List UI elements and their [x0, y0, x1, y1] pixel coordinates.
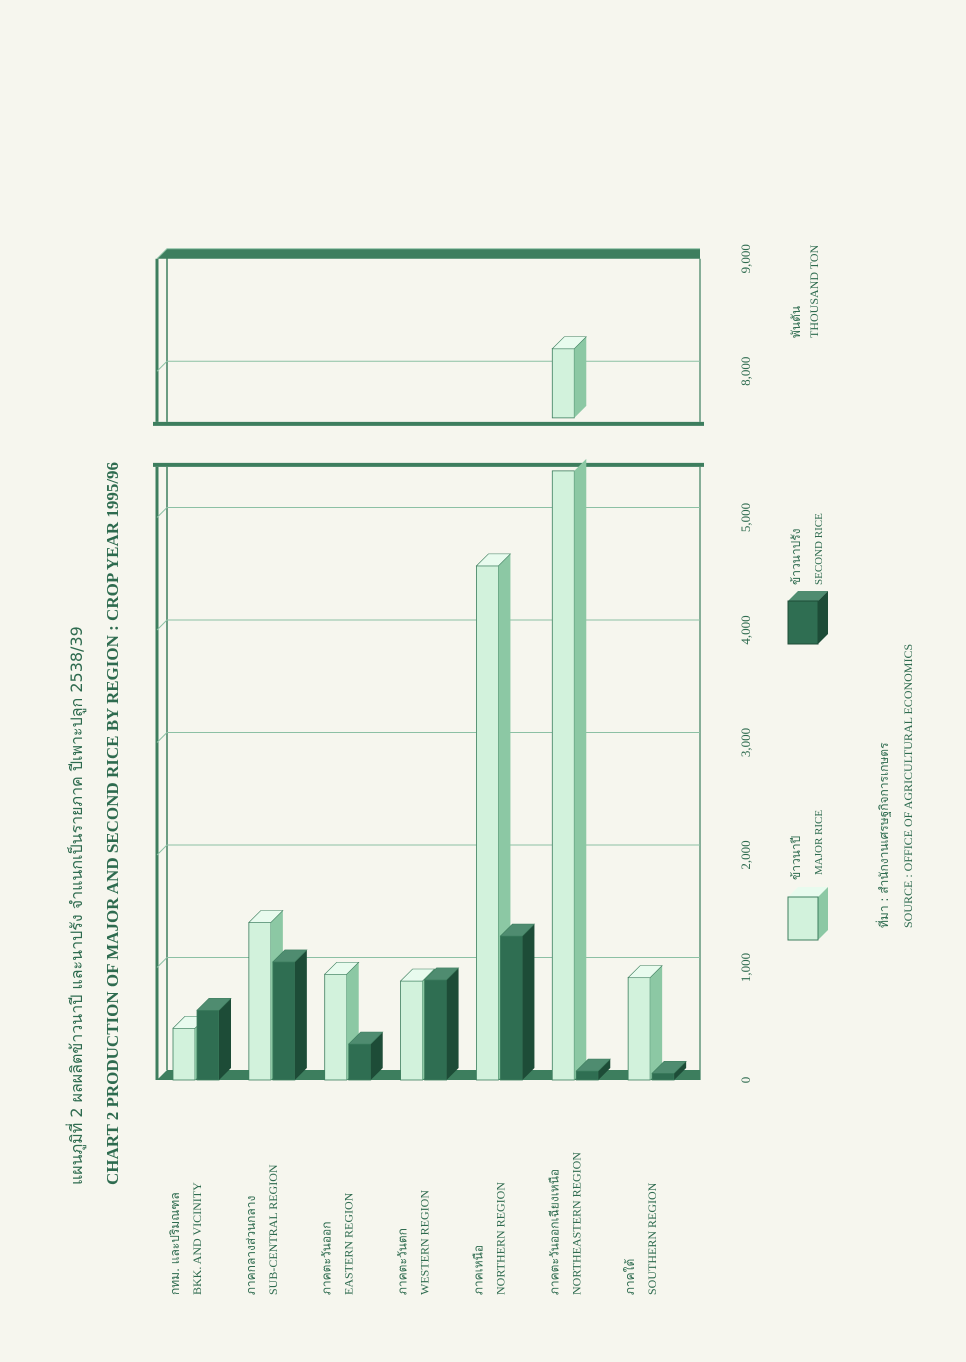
category-label-thai: กทม. และปริมณฑล [168, 1192, 182, 1295]
bar-second-side [219, 998, 231, 1080]
bar-major [248, 922, 272, 1081]
bar-second-side [446, 967, 459, 1080]
grid-line-diag [156, 360, 168, 372]
grid-line-diag [156, 732, 168, 743]
bar-major-side [574, 458, 587, 1080]
bar-second [651, 1072, 675, 1081]
tick-label: 8,000 [738, 357, 753, 386]
source-thai: ที่มา : สำนักงานเศรษฐกิจการเกษตร [875, 742, 891, 928]
legend-major-thai: ข้าวนาปี [789, 836, 803, 880]
bar-second [348, 1043, 372, 1081]
bar-major [476, 565, 499, 1081]
tick-label: 5,000 [738, 503, 753, 532]
bar-second [575, 1070, 599, 1081]
legend-second-thai: ข้าวนาปรัง [789, 528, 803, 585]
bar-major-upper [551, 348, 575, 419]
bar-second-side [522, 924, 535, 1080]
bar-second [424, 979, 447, 1081]
bar-top [272, 949, 308, 963]
category-label-thai: ภาคเหนือ [471, 1245, 485, 1295]
category-label-thai: ภาคตะวันตก [396, 1228, 410, 1295]
bar-top [627, 965, 663, 978]
unit-label-english: THOUSAND TON [807, 244, 821, 338]
category-label-thai: ภาคตะวันออกเฉียงเหนือ [547, 1169, 561, 1295]
bar-major [172, 1027, 196, 1081]
bar-top [475, 553, 512, 567]
bar-top [551, 336, 588, 350]
bar-major-upper-side [574, 336, 587, 418]
bar-second [196, 1009, 220, 1081]
source-english: SOURCE : OFFICE OF AGRICULTURAL ECONOMIC… [901, 644, 915, 928]
break-line-lower [153, 462, 704, 467]
category-label-english: SUB-CENTRAL REGION [266, 1164, 280, 1295]
category-label-english: WESTERN REGION [418, 1190, 432, 1295]
category-labels: กทม. และปริมณฑล BKK. AND VICINITY ภาคกลางส… [168, 1152, 659, 1295]
grid-lines [156, 248, 700, 968]
bar-top [423, 967, 460, 981]
bar-major [627, 977, 651, 1081]
tick-label: 9,000 [738, 244, 753, 273]
top-wall [157, 248, 700, 259]
category-label-english: EASTERN REGION [342, 1192, 356, 1295]
grid-line-diag [156, 844, 168, 856]
tick-label: 4,000 [738, 615, 753, 644]
unit-label-thai: พันตัน [789, 306, 803, 338]
axis-ticks: 0 1,000 2,000 3,000 4,000 5,000 8,000 9,000 [738, 244, 753, 1083]
bar-major-side [650, 965, 663, 1080]
category-label-english: NORTHERN REGION [493, 1182, 507, 1295]
bar-second-side [294, 949, 307, 1080]
tick-label: 1,000 [738, 953, 753, 982]
bar-second-side [674, 1061, 687, 1080]
legend-major-swatch [787, 887, 828, 941]
bar-group [172, 336, 687, 1081]
legend: ข้าวนาปี MAJOR RICE ข้าวนาปรัง SECOND RI… [787, 513, 828, 941]
tick-label: 2,000 [738, 840, 753, 869]
legend-second-english: SECOND RICE [813, 513, 825, 585]
legend-major-english: MAJOR RICE [813, 810, 825, 875]
break-line-upper [153, 421, 704, 426]
bar-top [248, 910, 284, 923]
bar-second-side [598, 1059, 611, 1080]
grid-line-diag [156, 248, 168, 260]
grid-line-diag [156, 619, 168, 631]
bar-top [347, 1031, 384, 1045]
bar-top [399, 968, 436, 982]
grid-line-diag [156, 507, 168, 518]
grid-line-diag [156, 957, 168, 968]
bar-second [272, 961, 296, 1081]
bar-second [500, 935, 523, 1081]
bar-major [551, 470, 575, 1081]
bar-top [323, 961, 360, 975]
bar-major [324, 973, 348, 1081]
bar-major [400, 980, 423, 1081]
bar-second-side [370, 1032, 383, 1080]
tick-label: 3,000 [738, 728, 753, 757]
category-label-english: SOUTHERN REGION [645, 1182, 659, 1295]
category-label-thai: ภาคกลางส่วนกลาง [244, 1196, 258, 1295]
chart-title-thai: แผนภูมิที่ 2 ผลผลิตข้าวนาปี และนาปรัง จำ… [65, 626, 87, 1185]
plot-frame [153, 248, 704, 1080]
bar-top [651, 1060, 687, 1074]
bar-top [575, 1058, 612, 1072]
tick-label: 0 [738, 1077, 753, 1084]
legend-second-swatch [787, 591, 828, 645]
chart-title-english: CHART 2 PRODUCTION OF MAJOR AND SECOND R… [103, 462, 122, 1185]
category-label-english: NORTHEASTERN REGION [569, 1152, 583, 1295]
category-label-english: BKK. AND VICINITY [190, 1182, 204, 1295]
bar-top [499, 923, 536, 937]
category-label-thai: ภาคใต้ [623, 1259, 637, 1295]
bar-top [196, 997, 232, 1011]
category-label-thai: ภาคตะวันออก [320, 1221, 334, 1295]
